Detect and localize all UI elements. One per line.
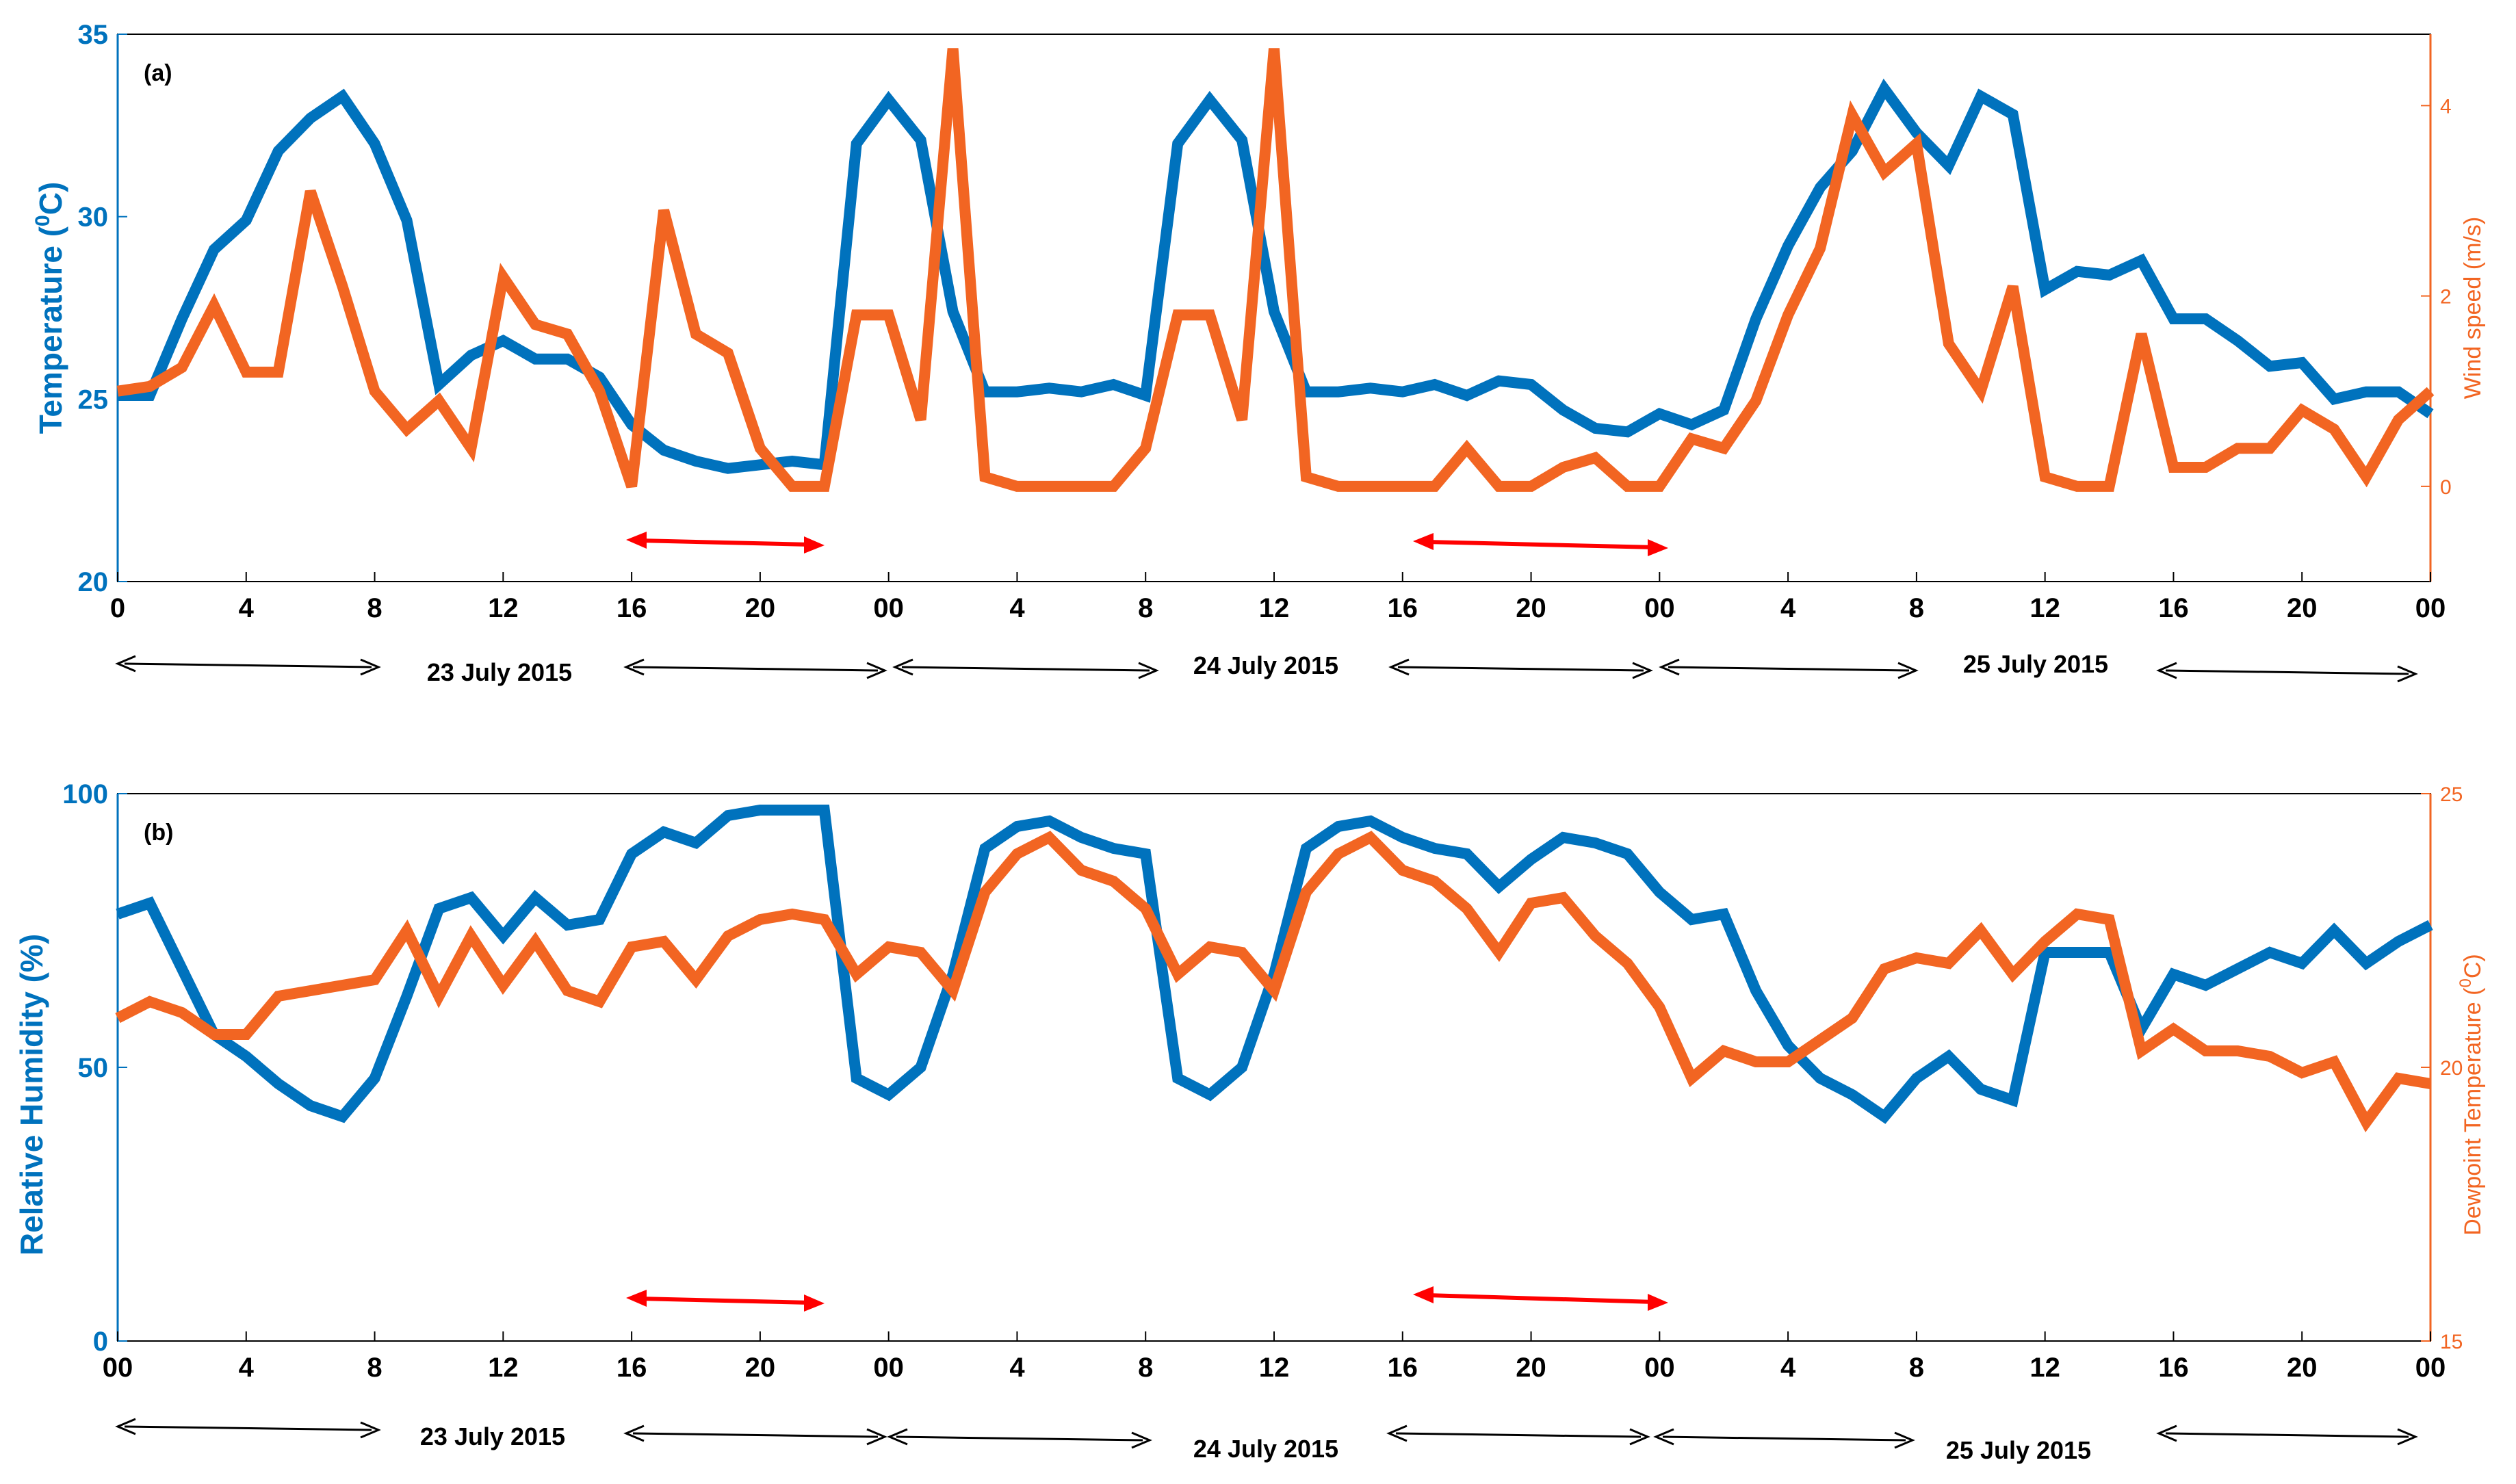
- panel-b-right-label-main: Dewpoint Temperature (: [2460, 987, 2486, 1236]
- panel-b-series-relative-humidity: [116, 805, 2433, 1124]
- panel-b-x-tick-label: 12: [1259, 1353, 1290, 1383]
- panel-a-date-span-arrow: [892, 658, 1159, 679]
- panel-a-left-tick-label: 25: [78, 385, 109, 415]
- panel-a-x-tick-label: 8: [1138, 593, 1153, 623]
- panel-a-date-label-3: 25 July 2015: [1963, 650, 2108, 678]
- panel-b-date-span-arrow: [623, 1424, 887, 1446]
- panel-b-date-label-1: 23 July 2015: [420, 1422, 565, 1450]
- panel-b-right-tick-label: 15: [2440, 1331, 2463, 1353]
- panel-a-x-tick-label: 4: [1009, 593, 1025, 623]
- panel-b-left-axis-label: Relative Humidity (%): [14, 934, 49, 1255]
- panel-a-date-span-arrow: [1388, 658, 1653, 679]
- panel-a-x-tick-label: 20: [2287, 593, 2318, 623]
- panel-a-date-span-arrow: [2156, 662, 2418, 683]
- panel-a-left-label-main: Temperature (: [33, 226, 68, 434]
- panel-b-x-tick-label: 16: [2158, 1353, 2189, 1383]
- panel-b-x-tick-label: 16: [617, 1353, 647, 1383]
- panel-a-right-axis-label: Wind speed (m/s): [2460, 217, 2486, 399]
- panel-a-x-tick-label: 0: [110, 593, 125, 623]
- panel-b-x-tick-label: 8: [1909, 1353, 1924, 1383]
- panel-b-x-tick-label: 4: [239, 1353, 255, 1383]
- panel-a-left-tick-label: 35: [78, 20, 109, 50]
- panel-a-date-span-arrow: [115, 655, 381, 676]
- panel-a-x-tick-label: 12: [1259, 593, 1290, 623]
- panel-b: (b) Relative Humidity (%) Dewpoint Tempe…: [14, 779, 2486, 1464]
- panel-a-date-label-2: 24 July 2015: [1193, 651, 1338, 679]
- panel-b-right-tick-label: 20: [2440, 1057, 2463, 1080]
- panel-a-x-tick-label: 8: [1909, 593, 1924, 623]
- panel-a-x-tick-label: 8: [367, 593, 382, 623]
- panel-a-series-wind-speed: [116, 48, 2435, 492]
- panel-b-date-label-2: 24 July 2015: [1193, 1435, 1338, 1463]
- panel-a-x-tick-label: 00: [1644, 593, 1675, 623]
- panel-b-left-tick-label: 0: [93, 1327, 108, 1357]
- panel-b-x-tick-label: 20: [745, 1353, 776, 1383]
- panel-b-x-tick-label: 16: [1388, 1353, 1418, 1383]
- panel-a-x-tick-label: 12: [2029, 593, 2060, 623]
- panel-b-x-tick-label: 20: [1516, 1353, 1546, 1383]
- panel-b-x-tick-label: 00: [1644, 1353, 1675, 1383]
- panel-b-series-dewpoint-temperature: [115, 831, 2432, 1132]
- panel-a-left-label-end: C): [33, 182, 68, 216]
- panel-b-date-span-arrow: [1386, 1424, 1650, 1446]
- panel-a-x-tick-label: 16: [2158, 593, 2189, 623]
- panel-b-date-span-arrow: [887, 1428, 1152, 1449]
- panel-a-left-tick-label: 30: [78, 203, 109, 233]
- panel-b-x-tick-label: 00: [2415, 1353, 2446, 1383]
- panel-a-left-tick-label: 20: [78, 567, 109, 597]
- panel-b-x-tick-label: 00: [103, 1353, 133, 1383]
- panel-b-label: (b): [144, 820, 173, 846]
- panel-b-right-label-end: C): [2460, 954, 2486, 978]
- panel-b-date-span-arrow: [2156, 1424, 2418, 1446]
- panel-b-x-tick-label: 12: [488, 1353, 519, 1383]
- panel-a-x-tick-label: 20: [1516, 593, 1546, 623]
- panel-a-date-label-1: 23 July 2015: [427, 658, 572, 686]
- panel-a-date-span-arrow: [623, 658, 887, 679]
- panel-a-right-tick-label: 2: [2440, 286, 2452, 309]
- panel-a-x-tick-label: 4: [239, 593, 255, 623]
- panel-a-right-tick-label: 4: [2440, 95, 2452, 118]
- panel-a-highlight-arrow-1: [626, 532, 825, 554]
- panel-b-date-span-arrow: [115, 1418, 381, 1439]
- panel-b-x-tick-label: 4: [1009, 1353, 1025, 1383]
- panel-a-x-tick-label: 16: [1388, 593, 1418, 623]
- panel-b-left-tick-label: 100: [62, 779, 108, 809]
- panel-a-right-tick-label: 0: [2440, 476, 2452, 499]
- panel-b-right-tick-label: 25: [2440, 783, 2463, 806]
- panel-a-x-tick-label: 00: [873, 593, 904, 623]
- panel-b-right-label-sup: 0: [2456, 978, 2475, 987]
- panel-a-date-span-arrow: [1659, 658, 1919, 679]
- panel-a-x-tick-label: 20: [745, 593, 776, 623]
- panel-b-x-tick-label: 8: [1138, 1353, 1153, 1383]
- panel-b-date-span-arrow: [1653, 1428, 1915, 1449]
- panel-b-x-tick-label: 20: [2287, 1353, 2318, 1383]
- panel-b-x-tick-label: 00: [873, 1353, 904, 1383]
- panel-b-date-label-3: 25 July 2015: [1946, 1436, 2091, 1464]
- panel-b-x-tick-label: 4: [1780, 1353, 1796, 1383]
- panel-b-right-axis-label: Dewpoint Temperature (0C): [2456, 954, 2486, 1235]
- panel-a-x-tick-label: 00: [2415, 593, 2446, 623]
- panel-a-label: (a): [144, 60, 172, 86]
- panel-a-left-label-sup: 0: [31, 215, 54, 226]
- panel-a-highlight-arrow-2: [1413, 533, 1668, 556]
- panel-a: (a) Temperature (0C) Wind speed (m/s) 20…: [31, 20, 2486, 686]
- panel-b-highlight-arrow-1: [626, 1290, 825, 1312]
- panel-a-series-temperature: [118, 78, 2434, 474]
- panel-a-x-tick-label: 4: [1780, 593, 1796, 623]
- panel-a-x-tick-label: 16: [617, 593, 647, 623]
- panel-a-x-tick-label: 12: [488, 593, 519, 623]
- panel-b-left-tick-label: 50: [78, 1053, 109, 1083]
- panel-b-highlight-arrow-2: [1413, 1286, 1668, 1311]
- panel-b-plot-area: [117, 793, 2431, 1342]
- panel-b-x-tick-label: 12: [2029, 1353, 2060, 1383]
- panel-a-left-axis-label: Temperature (0C): [31, 182, 68, 434]
- panel-b-x-tick-label: 8: [367, 1353, 382, 1383]
